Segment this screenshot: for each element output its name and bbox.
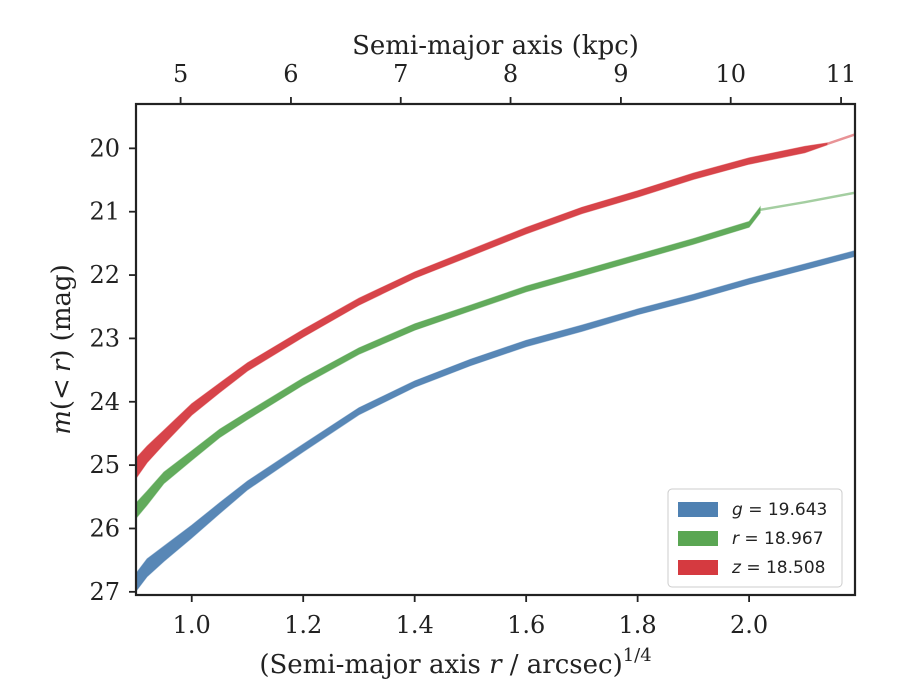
y-axis-title-var: r (47, 358, 77, 372)
top-tick-label: 6 (283, 60, 298, 88)
top-axis-title: Semi-major axis (kpc) (352, 31, 639, 61)
x-axis-title: (Semi-major axis r / arcsec)1/4 (259, 645, 651, 680)
top-tick-label: 5 (173, 60, 188, 88)
legend-label-2: z = 18.508 (731, 558, 825, 578)
legend-swatch-0 (678, 502, 718, 517)
legend-swatch-1 (678, 531, 718, 546)
x-tick-label: 1.0 (173, 611, 211, 639)
y-axis: 20 21 22 23 24 25 26 27 (89, 134, 136, 606)
x-axis-title-pre: (Semi-major axis (259, 650, 489, 680)
x-axis-bottom: 1.0 1.2 1.4 1.6 1.8 2.0 (173, 595, 768, 639)
y-tick-label: 21 (89, 198, 120, 226)
x-axis-title-exponent: 1/4 (623, 645, 652, 666)
y-tick-label: 26 (89, 514, 120, 542)
legend-label-0: g = 19.643 (732, 500, 827, 520)
y-axis-title-close: ) (47, 350, 77, 360)
top-tick-label: 10 (715, 60, 746, 88)
series-extrapolation-2 (826, 133, 855, 146)
y-axis-title-unit: (mag) (47, 264, 77, 349)
x-axis-title-var: r (489, 650, 503, 680)
series-band-0 (136, 250, 855, 593)
y-tick-label: 25 (89, 451, 120, 479)
x-tick-label: 1.8 (619, 611, 657, 639)
legend: g = 19.643 r = 18.967 z = 18.508 (667, 488, 843, 588)
y-axis-title: m(< r) (mag) (47, 264, 77, 435)
top-tick-label: 8 (503, 60, 518, 88)
y-axis-title-func: m (47, 410, 77, 435)
series-band-1 (136, 205, 761, 520)
y-tick-label: 27 (89, 578, 120, 606)
x-tick-label: 2.0 (730, 611, 768, 639)
y-axis-title-open: ( (47, 400, 77, 410)
x-tick-label: 1.4 (396, 611, 434, 639)
x-tick-label: 1.6 (507, 611, 545, 639)
y-tick-label: 24 (89, 388, 120, 416)
x-tick-label: 1.2 (284, 611, 322, 639)
series-extrapolation-1 (759, 191, 855, 212)
series-layer (136, 133, 855, 593)
legend-swatch-2 (678, 560, 718, 575)
y-axis-title-lt: < (47, 378, 77, 400)
plot-frame (134, 102, 857, 597)
x-axis-top: 5 6 7 8 9 10 11 (173, 60, 856, 104)
y-tick-label: 22 (89, 261, 120, 289)
series-band-2 (136, 142, 828, 480)
y-tick-label: 20 (89, 134, 120, 162)
top-tick-label: 7 (393, 60, 408, 88)
x-axis-title-post: / arcsec) (502, 650, 623, 680)
legend-label-1: r = 18.967 (732, 529, 824, 549)
top-tick-label: 11 (826, 60, 857, 88)
top-tick-label: 9 (613, 60, 628, 88)
y-tick-label: 23 (89, 324, 120, 352)
